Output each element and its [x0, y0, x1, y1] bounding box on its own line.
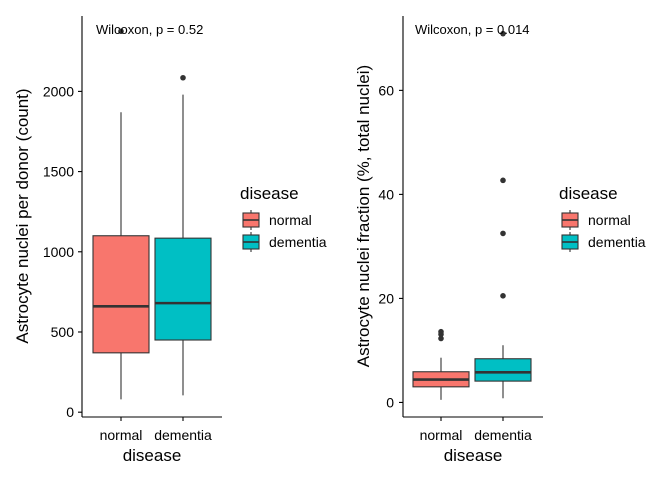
y-tick-label: 0: [386, 394, 394, 410]
x-axis-title: disease: [444, 446, 503, 465]
legend-label-dementia: dementia: [588, 234, 646, 250]
y-axis-title: Astrocyte nuclei fraction (%, total nucl…: [354, 65, 373, 367]
outlier-point: [500, 177, 506, 184]
panel-astrocyte-fraction: 0 20 40 60 normal dementia Wilcoxon, p = 0.014…: [354, 16, 646, 465]
outlier-point: [180, 74, 186, 81]
x-tick-label: normal: [100, 427, 143, 443]
box-normal: [92, 235, 150, 354]
x-tick-label: dementia: [474, 427, 532, 443]
wilcoxon-annotation: Wilcoxon, p = 0.014: [415, 22, 530, 37]
box-dementia: [154, 237, 212, 341]
x-tick-label: normal: [420, 427, 463, 443]
x-axis-title: disease: [123, 446, 182, 465]
y-tick-label: 60: [378, 82, 394, 98]
x-tick-label: dementia: [154, 427, 212, 443]
legend-label-normal: normal: [269, 212, 312, 228]
legend-title: disease: [240, 184, 299, 203]
box-dementia: [474, 358, 532, 382]
outlier-point: [500, 230, 506, 237]
panel-astrocyte-count: 0 500 1000 1500 2000 normal dementia Wilcoxon, …: [13, 16, 327, 465]
legend-label-normal: normal: [588, 212, 631, 228]
y-axis-title: Astrocyte nuclei per donor (count): [13, 88, 32, 343]
legend-title: disease: [559, 184, 618, 203]
y-tick-label: 0: [66, 404, 74, 420]
outlier-point: [118, 28, 124, 35]
y-tick-label: 1000: [43, 244, 74, 260]
y-tick-label: 1500: [43, 164, 74, 180]
y-tick-label: 20: [378, 290, 394, 306]
y-tick-label: 40: [378, 186, 394, 202]
y-tick-label: 500: [51, 324, 75, 340]
y-tick-label: 2000: [43, 83, 74, 99]
wilcoxon-annotation: Wilcoxon, p = 0.52: [96, 22, 203, 37]
legend-label-dementia: dementia: [269, 234, 327, 250]
outlier-point: [438, 328, 444, 335]
outlier-point: [500, 293, 506, 299]
outlier-point: [438, 335, 444, 342]
outlier-point: [500, 30, 506, 37]
